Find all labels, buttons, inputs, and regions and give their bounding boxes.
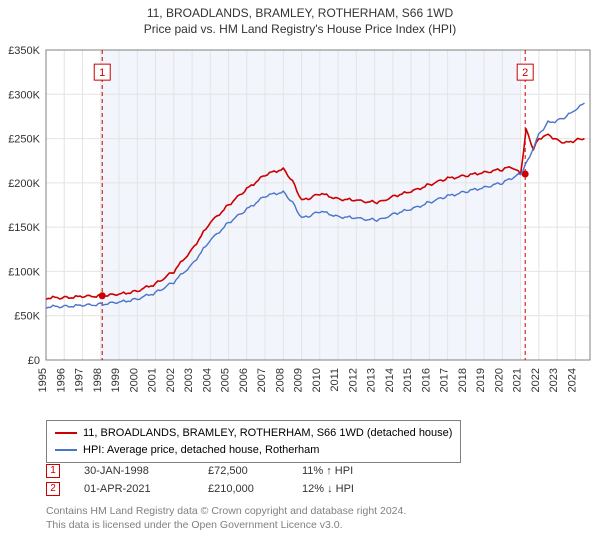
legend-swatch (55, 432, 77, 434)
svg-text:1998: 1998 (92, 368, 104, 392)
svg-text:2009: 2009 (293, 368, 305, 392)
svg-text:2004: 2004 (201, 368, 213, 392)
svg-text:2018: 2018 (457, 368, 469, 392)
svg-text:2023: 2023 (548, 368, 560, 392)
legend-label: HPI: Average price, detached house, Roth… (83, 442, 319, 459)
svg-text:2003: 2003 (183, 368, 195, 392)
dp-date: 30-JAN-1998 (84, 465, 184, 477)
dp-price: £72,500 (208, 465, 278, 477)
footnote-line: Contains HM Land Registry data © Crown c… (46, 504, 566, 518)
svg-text:1997: 1997 (74, 368, 86, 392)
legend-swatch (55, 449, 77, 451)
svg-text:1: 1 (99, 67, 105, 79)
svg-text:2020: 2020 (493, 368, 505, 392)
svg-text:2007: 2007 (256, 368, 268, 392)
dp-hpi-delta: 11% ↑ HPI (302, 465, 382, 477)
svg-text:2014: 2014 (384, 368, 396, 392)
dp-date: 01-APR-2021 (84, 483, 184, 495)
svg-text:2022: 2022 (530, 368, 542, 392)
footnote-line: This data is licensed under the Open Gov… (46, 518, 566, 532)
svg-text:2005: 2005 (220, 368, 232, 392)
svg-text:£100K: £100K (8, 266, 40, 278)
marker-badge: 1 (46, 464, 60, 478)
plot-area: £0 £50K £100K £150K £200K £250K £300K £350K 1995… (0, 40, 600, 410)
legend: 11, BROADLANDS, BRAMLEY, ROTHERHAM, S66 … (46, 420, 461, 463)
svg-text:2017: 2017 (439, 368, 451, 392)
svg-text:1996: 1996 (55, 368, 67, 392)
marker-badge: 2 (46, 482, 60, 496)
title-line1: 11, BROADLANDS, BRAMLEY, ROTHERHAM, S66 … (0, 6, 600, 22)
legend-item: 11, BROADLANDS, BRAMLEY, ROTHERHAM, S66 … (55, 425, 452, 442)
data-point-row: 2 01-APR-2021 £210,000 12% ↓ HPI (46, 480, 382, 498)
title-line2: Price paid vs. HM Land Registry's House … (0, 22, 600, 38)
svg-text:2010: 2010 (311, 368, 323, 392)
svg-text:2013: 2013 (366, 368, 378, 392)
dp-price: £210,000 (208, 483, 278, 495)
data-point-table: 1 30-JAN-1998 £72,500 11% ↑ HPI 2 01-APR… (46, 462, 382, 498)
svg-text:1995: 1995 (37, 368, 49, 392)
svg-text:2008: 2008 (274, 368, 286, 392)
chart-svg: £0 £50K £100K £150K £200K £250K £300K £350K 1995… (0, 40, 600, 410)
svg-text:2006: 2006 (238, 368, 250, 392)
legend-label: 11, BROADLANDS, BRAMLEY, ROTHERHAM, S66 … (83, 425, 452, 442)
svg-text:2002: 2002 (165, 368, 177, 392)
legend-item: HPI: Average price, detached house, Roth… (55, 442, 452, 459)
svg-text:£50K: £50K (14, 311, 40, 323)
svg-text:2024: 2024 (566, 368, 578, 392)
svg-text:2000: 2000 (128, 368, 140, 392)
chart-title: 11, BROADLANDS, BRAMLEY, ROTHERHAM, S66 … (0, 0, 600, 37)
svg-text:£250K: £250K (8, 134, 40, 146)
svg-text:2001: 2001 (147, 368, 159, 392)
svg-text:2: 2 (522, 67, 528, 79)
svg-text:2012: 2012 (347, 368, 359, 392)
svg-text:£150K: £150K (8, 222, 40, 234)
svg-text:2019: 2019 (475, 368, 487, 392)
chart-container: 11, BROADLANDS, BRAMLEY, ROTHERHAM, S66 … (0, 0, 600, 560)
dp-hpi-delta: 12% ↓ HPI (302, 483, 382, 495)
svg-text:2015: 2015 (402, 368, 414, 392)
footnote: Contains HM Land Registry data © Crown c… (46, 504, 566, 532)
svg-text:2021: 2021 (512, 368, 524, 392)
svg-text:£200K: £200K (8, 178, 40, 190)
svg-text:£0: £0 (28, 355, 40, 367)
data-point-row: 1 30-JAN-1998 £72,500 11% ↑ HPI (46, 462, 382, 480)
svg-text:2011: 2011 (329, 368, 341, 392)
svg-text:1999: 1999 (110, 368, 122, 392)
svg-text:£350K: £350K (8, 45, 40, 57)
svg-text:2016: 2016 (420, 368, 432, 392)
svg-text:£300K: £300K (8, 89, 40, 101)
